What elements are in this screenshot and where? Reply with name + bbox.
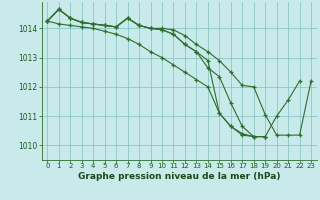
X-axis label: Graphe pression niveau de la mer (hPa): Graphe pression niveau de la mer (hPa) [78, 172, 280, 181]
